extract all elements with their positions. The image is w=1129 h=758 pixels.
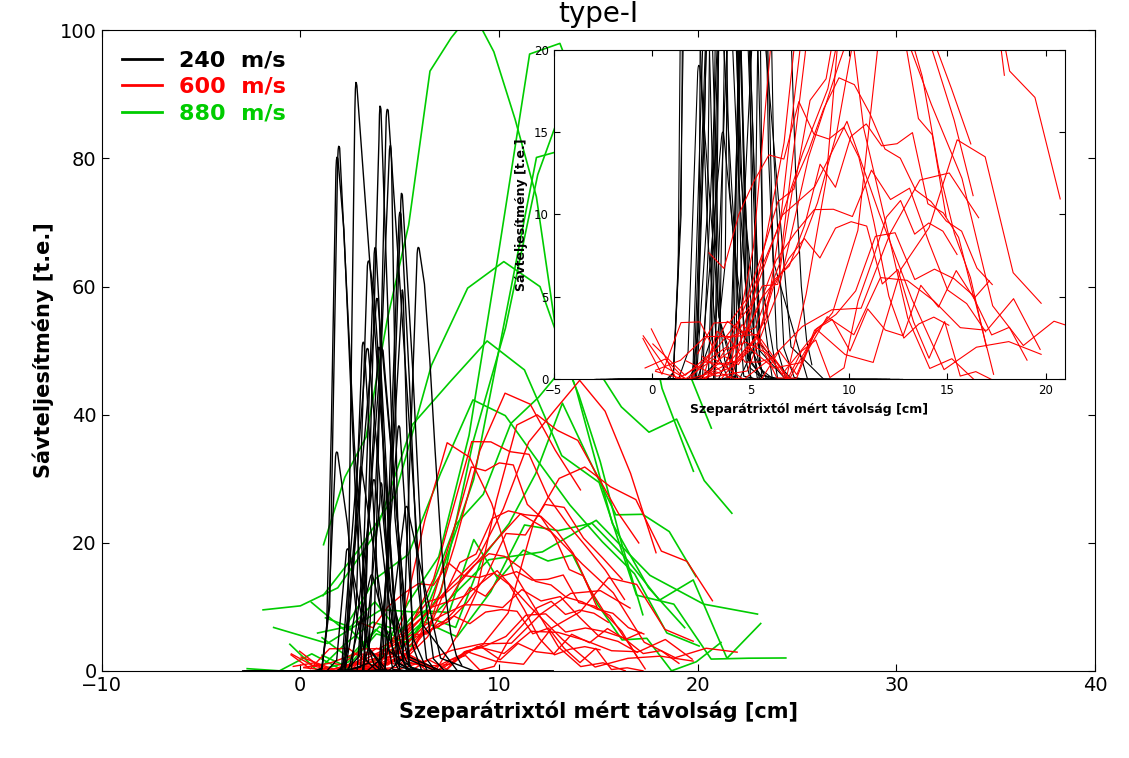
X-axis label: Szeparátrixtól mért távolság [cm]: Szeparátrixtól mért távolság [cm]	[399, 700, 798, 722]
X-axis label: Szeparátrixtól mért távolság [cm]: Szeparátrixtól mért távolság [cm]	[691, 402, 928, 416]
Legend: 240  m/s, 600  m/s, 880  m/s: 240 m/s, 600 m/s, 880 m/s	[113, 42, 295, 133]
Title: type-I: type-I	[559, 0, 638, 28]
Y-axis label: Sávteljesítmény [t.e.]: Sávteljesítmény [t.e.]	[33, 223, 54, 478]
Y-axis label: Sávteljesítmény [t.e.]: Sávteljesítmény [t.e.]	[515, 138, 528, 291]
